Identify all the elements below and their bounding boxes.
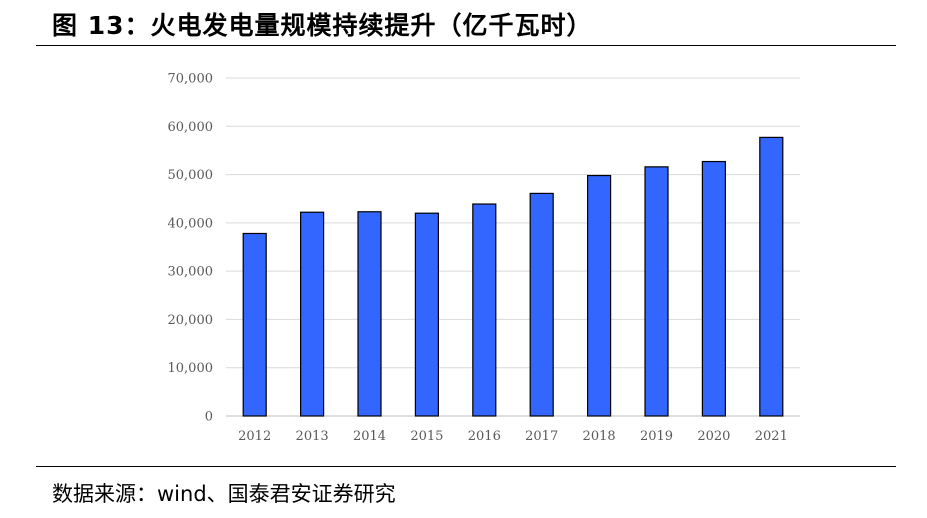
- source-note: 数据来源：wind、国泰君安证券研究: [52, 482, 396, 506]
- bar-2016: [472, 203, 497, 417]
- x-tick-label: 2013: [296, 429, 329, 444]
- x-axis-ticks: 2012 2013 2014 2015 2016 2017 2018 2019 2020 2021: [238, 429, 788, 444]
- y-tick-label: 30,000: [168, 265, 214, 280]
- title-rule: [36, 45, 896, 46]
- y-axis-ticks: 0 10,000 20,000 30,000 40,000 50,000 60,000 70,…: [168, 72, 214, 425]
- x-tick-label: 2015: [410, 429, 443, 444]
- x-tick-label: 2017: [525, 429, 558, 444]
- y-tick-label: 20,000: [168, 313, 214, 328]
- x-tick-label: 2019: [640, 429, 673, 444]
- y-tick-label: 70,000: [168, 72, 214, 87]
- x-tick-label: 2020: [697, 429, 730, 444]
- y-tick-label: 40,000: [168, 216, 214, 231]
- y-tick-label: 60,000: [168, 120, 214, 135]
- x-tick-label: 2012: [238, 429, 271, 444]
- y-tick-label: 10,000: [168, 361, 214, 376]
- bar-2012: [242, 232, 267, 417]
- bar-2014: [357, 211, 382, 417]
- x-tick-label: 2018: [583, 429, 616, 444]
- x-tick-label: 2014: [353, 429, 386, 444]
- x-tick-label: 2021: [755, 429, 788, 444]
- bar-2019: [644, 166, 669, 417]
- bar-2020: [701, 160, 727, 417]
- source-rule: [36, 466, 896, 467]
- figure-title: 图 13：火电发电量规模持续提升（亿千瓦时）: [52, 11, 593, 40]
- y-tick-label: 0: [205, 410, 213, 425]
- bar-2015: [414, 212, 439, 417]
- y-tick-label: 50,000: [168, 168, 214, 183]
- bar-2018: [586, 174, 612, 417]
- x-tick-label: 2016: [468, 429, 501, 444]
- bar-2021: [759, 136, 784, 417]
- bar-2013: [300, 211, 325, 417]
- bar-2017: [529, 192, 554, 417]
- bars: [242, 136, 784, 417]
